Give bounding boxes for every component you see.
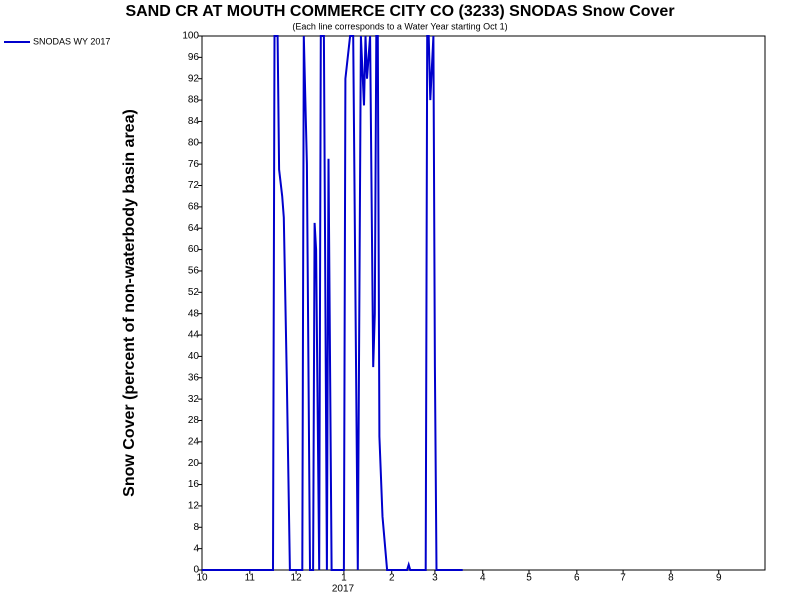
y-tick-label: 24 <box>188 436 200 447</box>
y-tick-label: 84 <box>188 116 200 127</box>
y-axis-label: Snow Cover (percent of non-waterbody bas… <box>121 109 138 497</box>
x-tick-label: 4 <box>480 573 486 584</box>
y-tick-label: 0 <box>193 565 199 576</box>
x-year-label: 2017 <box>332 584 355 595</box>
x-tick-label: 5 <box>526 573 532 584</box>
y-tick-label: 32 <box>188 394 200 405</box>
y-tick-label: 48 <box>188 308 200 319</box>
x-tick-label: 7 <box>620 573 626 584</box>
y-tick-label: 40 <box>188 351 200 362</box>
y-tick-label: 56 <box>188 266 200 277</box>
chart-subtitle: (Each line corresponds to a Water Year s… <box>292 21 507 31</box>
y-tick-label: 76 <box>188 159 200 170</box>
y-tick-label: 28 <box>188 415 200 426</box>
plot-frame <box>201 35 766 571</box>
y-tick-label: 60 <box>188 244 200 255</box>
y-tick-label: 12 <box>188 501 200 512</box>
y-tick-label: 20 <box>188 458 200 469</box>
x-tick-label: 6 <box>574 573 580 584</box>
x-tick-label: 3 <box>432 573 438 584</box>
data-line <box>202 35 463 571</box>
y-tick-label: 68 <box>188 202 200 213</box>
y-tick-label: 8 <box>193 522 199 533</box>
chart-title: SAND CR AT MOUTH COMMERCE CITY CO (3233)… <box>125 3 674 20</box>
x-tick-label: 8 <box>668 573 674 584</box>
y-tick-label: 64 <box>188 223 200 234</box>
x-tick-label: 12 <box>291 573 303 584</box>
y-tick-label: 72 <box>188 180 200 191</box>
y-tick-label: 36 <box>188 372 200 383</box>
y-tick-label: 96 <box>188 52 200 63</box>
y-tick-label: 100 <box>182 31 199 42</box>
y-tick-label: 16 <box>188 479 200 490</box>
y-tick-label: 92 <box>188 73 200 84</box>
x-tick-label: 9 <box>716 573 722 584</box>
y-tick-label: 44 <box>188 330 200 341</box>
y-tick-label: 52 <box>188 287 200 298</box>
legend-label: SNODAS WY 2017 <box>33 36 110 46</box>
y-tick-label: 80 <box>188 137 200 148</box>
x-tick-label: 1 <box>341 573 347 584</box>
y-tick-label: 4 <box>193 543 199 554</box>
x-tick-label: 2 <box>389 573 395 584</box>
y-tick-label: 88 <box>188 95 200 106</box>
x-tick-label: 10 <box>196 573 208 584</box>
x-tick-label: 11 <box>245 573 256 584</box>
